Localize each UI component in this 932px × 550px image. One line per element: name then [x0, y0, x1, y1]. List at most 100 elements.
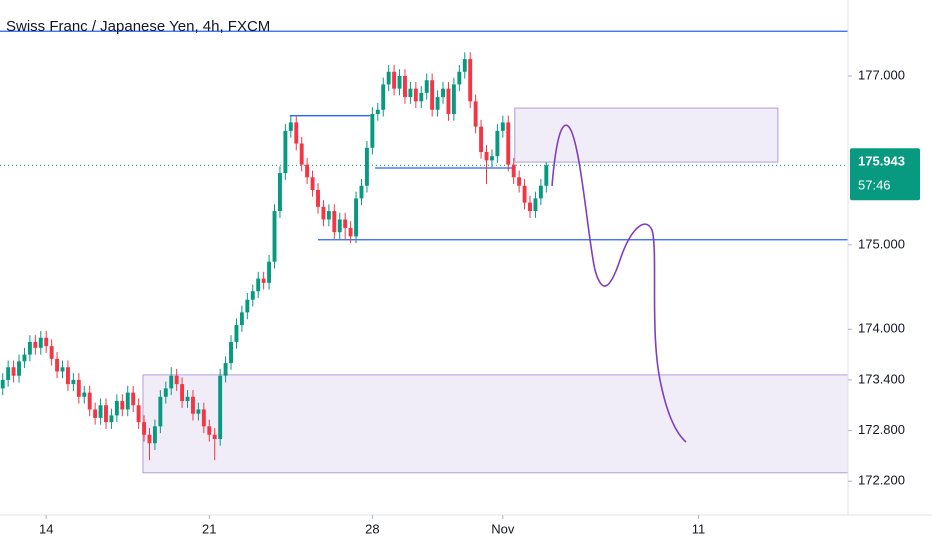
candle-body — [120, 401, 125, 410]
candle-body — [98, 405, 103, 418]
candle-body — [218, 375, 223, 440]
candle-body — [245, 299, 250, 313]
candle-body — [370, 113, 375, 148]
candle-body — [272, 211, 277, 262]
y-tick-label: 172.200 — [858, 473, 905, 488]
candle-body — [44, 337, 49, 347]
candle-body — [332, 211, 337, 233]
candle-body — [441, 88, 445, 98]
candle-body — [544, 165, 549, 186]
axes: 177.000 175.000 174.000 173.400 172.800 172.2… — [39, 67, 920, 536]
candle-body — [354, 198, 359, 237]
candle-body — [104, 405, 108, 423]
candle-body — [364, 147, 369, 186]
candle-body — [424, 80, 429, 93]
candle-body — [147, 434, 152, 444]
candle-body — [71, 379, 76, 385]
candle-body — [495, 130, 500, 157]
candle-body — [533, 198, 538, 212]
candle-body — [163, 388, 168, 397]
candle-body — [468, 59, 473, 102]
candle-body — [451, 84, 456, 114]
candle-body — [261, 278, 266, 283]
countdown: 57:46 — [858, 178, 891, 193]
candle-body — [180, 384, 185, 402]
candle-body — [348, 227, 353, 237]
candle-body — [22, 354, 27, 362]
candle-body — [288, 122, 293, 131]
candle-body — [93, 409, 98, 418]
candle-body — [212, 434, 217, 440]
candle-body — [33, 341, 38, 348]
candle-body — [413, 88, 418, 102]
candle-body — [462, 59, 467, 72]
y-tick-label: 173.400 — [858, 371, 905, 386]
candle-body — [142, 422, 147, 435]
candle-body — [408, 88, 413, 98]
candle-body — [343, 219, 348, 228]
candle-body — [256, 278, 261, 292]
candle-body — [267, 261, 272, 283]
candle-body — [511, 164, 516, 178]
candle-body — [49, 346, 54, 359]
candle-body — [65, 367, 70, 385]
candle-body — [294, 122, 299, 144]
candle-body — [517, 177, 522, 186]
candle-body — [392, 71, 397, 89]
candle-body — [136, 405, 141, 423]
candle-body — [397, 75, 402, 89]
candle-body — [489, 156, 494, 161]
candle-body — [250, 291, 255, 300]
candle-body — [158, 396, 163, 427]
candle-body — [131, 392, 136, 406]
candle-body — [538, 185, 543, 199]
candle-body — [457, 71, 462, 85]
x-tick-label: 21 — [202, 521, 216, 536]
candle-body — [60, 367, 65, 372]
candle-body — [375, 109, 380, 114]
candle-body — [201, 409, 206, 427]
x-tick-label: 14 — [39, 521, 53, 536]
candle-body — [174, 375, 179, 385]
candle-body — [479, 126, 484, 152]
candle-body — [191, 396, 195, 414]
candle-body — [305, 164, 310, 178]
candle-body — [17, 361, 21, 376]
candle-body — [386, 71, 391, 85]
candle-body — [381, 84, 386, 110]
last-price-label: 175.943 — [858, 154, 905, 169]
candle-body — [152, 426, 157, 444]
candle-body — [169, 375, 174, 389]
candle-body — [185, 396, 190, 402]
y-tick-label: 172.800 — [858, 422, 905, 437]
candle-body — [484, 151, 489, 161]
candle-body — [419, 92, 424, 102]
y-tick-label: 174.000 — [858, 321, 905, 336]
zones — [142, 107, 849, 474]
candle-body — [359, 185, 364, 199]
candle-body — [55, 358, 60, 372]
candle-body — [11, 367, 16, 376]
chart-title: Swiss Franc / Japanese Yen, 4h, FXCM — [6, 18, 270, 35]
candle-body — [76, 379, 81, 397]
y-tick-label: 177.000 — [858, 67, 905, 82]
candle-body — [446, 88, 451, 114]
x-tick-label: 28 — [365, 521, 379, 536]
candle-body — [500, 122, 505, 131]
candle-body — [435, 97, 440, 110]
projection-curve — [551, 124, 687, 443]
candle-body — [283, 130, 288, 174]
candle-body — [207, 426, 212, 435]
candle-body — [506, 122, 511, 165]
candle-body — [234, 325, 239, 342]
zone — [514, 107, 779, 163]
candles — [0, 52, 549, 461]
candle-body — [316, 189, 320, 207]
candle-body — [27, 341, 32, 355]
y-tick-label: 175.000 — [858, 236, 905, 251]
drawings — [0, 30, 848, 241]
candle-body — [109, 415, 114, 423]
candle-body — [114, 401, 119, 416]
candle-body — [522, 185, 527, 203]
